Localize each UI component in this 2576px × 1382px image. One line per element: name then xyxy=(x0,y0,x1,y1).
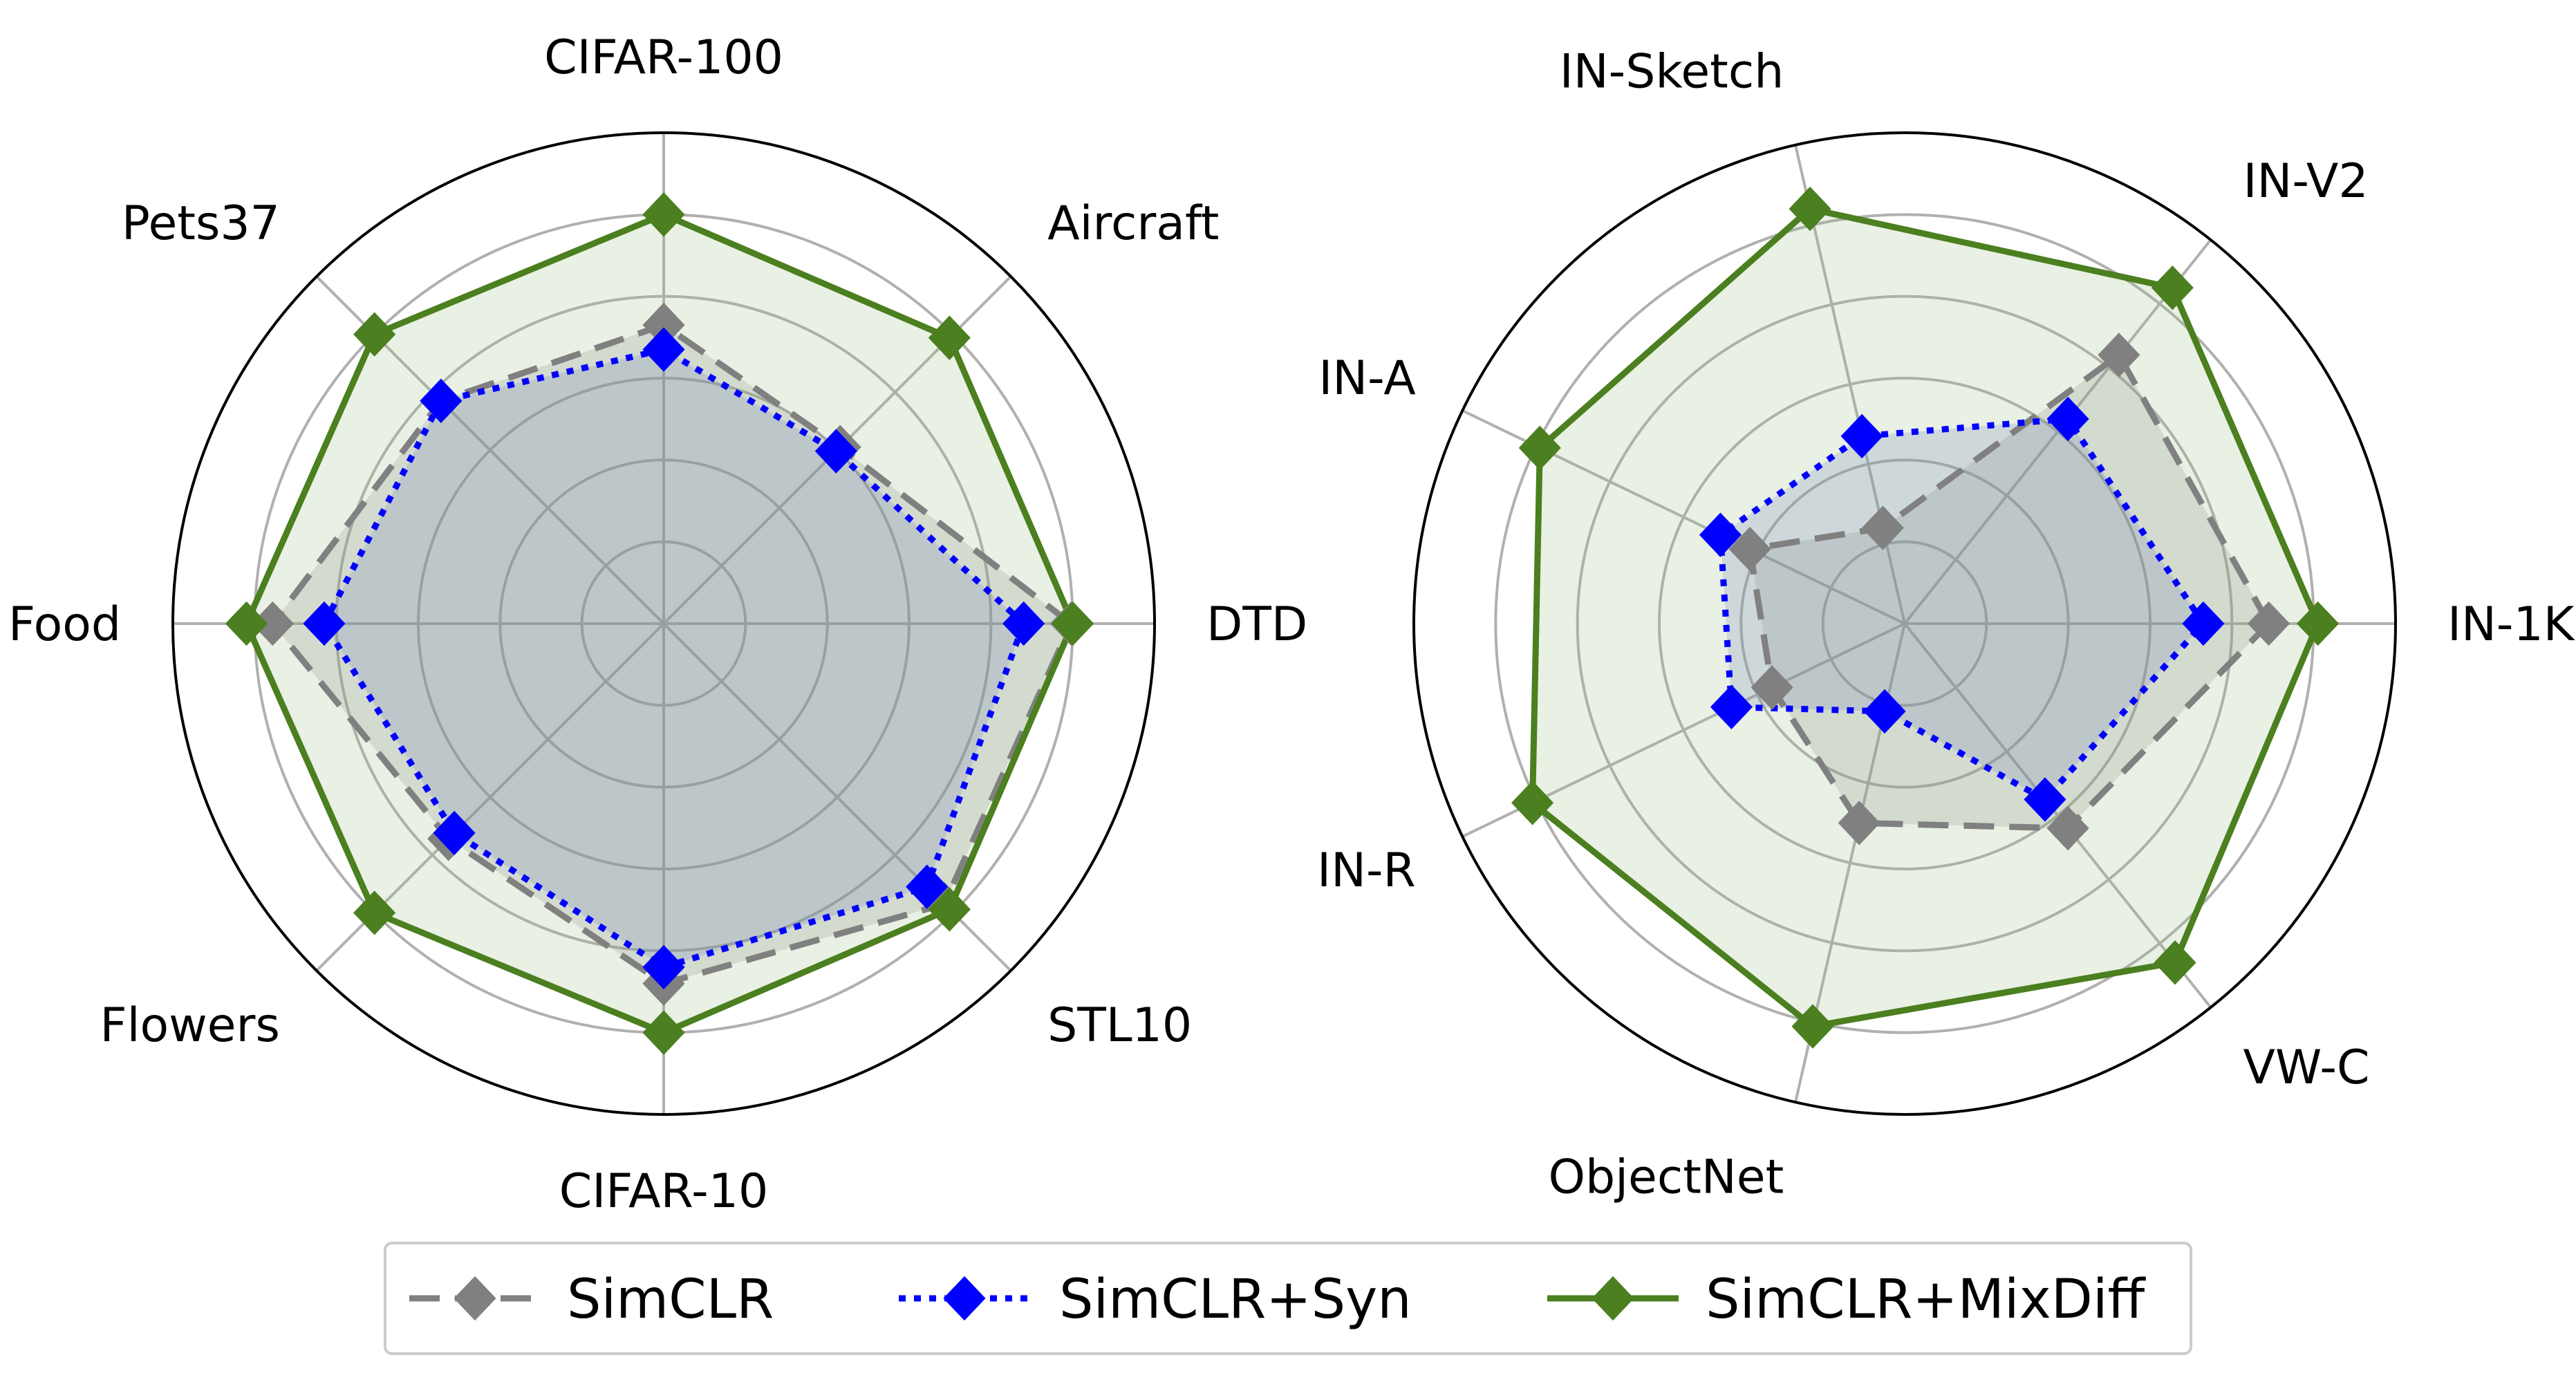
series-area-simclr-syn xyxy=(324,349,1024,968)
point-simclr-syn-food xyxy=(303,601,346,646)
point-simclr-syn-dtd xyxy=(1002,601,1045,646)
point-simclr-syn-vw-c xyxy=(2024,777,2066,822)
series-area-simclr-mixdiff xyxy=(1532,209,2318,1027)
point-simclr-syn-objectnet xyxy=(1863,689,1906,734)
polar-frame xyxy=(1412,131,2397,1116)
point-simclr-mixdiff-in-a xyxy=(1518,425,1561,471)
series-area-simclr-syn xyxy=(1720,418,2203,800)
axis-label-in-r: IN-R xyxy=(1317,843,1416,898)
axis-label-in-1k: IN-1K xyxy=(2447,597,2576,652)
point-simclr-in-r xyxy=(1751,665,1793,710)
legend-marker-simclr xyxy=(454,1276,496,1321)
legend-label-simclr-mixdiff: SimCLR+MixDiff xyxy=(1706,1269,2146,1331)
series-area-simclr xyxy=(272,325,1072,984)
axis-label-stl10: STL10 xyxy=(1047,998,1192,1053)
radar-chart-left: DTD Aircraft CIFAR-100 Pets37 Food Flowers CIF… xyxy=(8,30,1307,1219)
point-simclr-syn-in-v2 xyxy=(2046,396,2089,442)
grid-spoke xyxy=(1903,622,2212,1009)
point-simclr-in-sketch xyxy=(1861,505,1904,550)
axis-label-in-a: IN-A xyxy=(1318,351,1415,406)
axis-label-in-v2: IN-V2 xyxy=(2243,154,2368,209)
series-line-simclr-syn xyxy=(321,346,1027,971)
point-simclr-syn-cifar-100 xyxy=(642,327,685,372)
point-simclr-syn-stl10 xyxy=(906,864,949,909)
axis-label-cifar-100: CIFAR-100 xyxy=(544,30,783,85)
point-simclr-mixdiff-aircraft xyxy=(928,315,971,360)
axis-label-aircraft: Aircraft xyxy=(1047,196,1219,251)
series-line-simclr-mixdiff xyxy=(1529,205,2322,1030)
point-simclr-mixdiff-in-sketch xyxy=(1789,186,1831,232)
point-simclr-syn-in-a xyxy=(1699,512,1742,557)
point-simclr-in-a xyxy=(1728,527,1771,572)
point-simclr-mixdiff-in-v2 xyxy=(2151,265,2194,310)
point-simclr-mixdiff-vw-c xyxy=(2154,940,2196,985)
series-line-simclr xyxy=(1746,351,2272,832)
point-simclr-mixdiff-pets37 xyxy=(353,312,396,357)
radar-chart-right: IN-1K IN-V2 IN-Sketch IN-A IN-R ObjectNet VW-C xyxy=(1317,45,2576,1205)
point-simclr-syn-in-r xyxy=(1710,684,1753,729)
point-simclr-syn-pets37 xyxy=(420,378,463,424)
point-simclr-mixdiff-cifar-10 xyxy=(642,1010,685,1055)
axis-label-cifar-10: CIFAR-10 xyxy=(559,1164,768,1219)
series-line-simclr-syn xyxy=(1717,415,2207,803)
point-simclr-vw-c xyxy=(2046,805,2089,851)
axis-label-vw-c: VW-C xyxy=(2243,1040,2369,1095)
legend: SimCLR SimCLR+Syn SimCLR+MixDiff xyxy=(384,1242,2192,1355)
point-simclr-mixdiff-in-r xyxy=(1511,781,1554,825)
legend-frame xyxy=(384,1242,2192,1355)
point-simclr-mixdiff-dtd xyxy=(1052,601,1094,646)
point-simclr-mixdiff-objectnet xyxy=(1791,1004,1834,1049)
point-simclr-in-v2 xyxy=(2098,333,2140,377)
point-simclr-mixdiff-food xyxy=(225,601,268,646)
point-simclr-syn-aircraft xyxy=(814,429,857,474)
point-simclr-syn-cifar-10 xyxy=(642,944,685,990)
point-simclr-mixdiff-in-1k xyxy=(2297,601,2340,646)
point-simclr-syn-in-1k xyxy=(2182,601,2225,646)
point-simclr-in-1k xyxy=(2248,601,2290,646)
legend-marker-syn xyxy=(943,1276,986,1321)
grid-spoke xyxy=(1903,239,2212,625)
axis-label-in-sketch: IN-Sketch xyxy=(1560,45,1784,100)
axis-label-food: Food xyxy=(8,597,121,652)
point-simclr-mixdiff-stl10 xyxy=(928,887,971,932)
point-simclr-syn-in-sketch xyxy=(1840,413,1883,459)
polar-frame xyxy=(171,131,1156,1116)
axis-label-pets37: Pets37 xyxy=(122,196,280,251)
axis-label-dtd: DTD xyxy=(1206,597,1307,652)
legend-marker-mixdiff xyxy=(1592,1276,1634,1321)
point-simclr-objectnet xyxy=(1838,801,1880,846)
legend-label-simclr: SimCLR xyxy=(567,1269,774,1331)
point-simclr-mixdiff-cifar-100 xyxy=(642,192,685,237)
axis-label-objectnet: ObjectNet xyxy=(1548,1150,1784,1204)
axis-label-flowers: Flowers xyxy=(100,998,279,1053)
point-simclr-mixdiff-flowers xyxy=(353,890,396,935)
legend-label-simclr-syn: SimCLR+Syn xyxy=(1059,1269,1412,1331)
point-simclr-syn-flowers xyxy=(433,810,476,856)
